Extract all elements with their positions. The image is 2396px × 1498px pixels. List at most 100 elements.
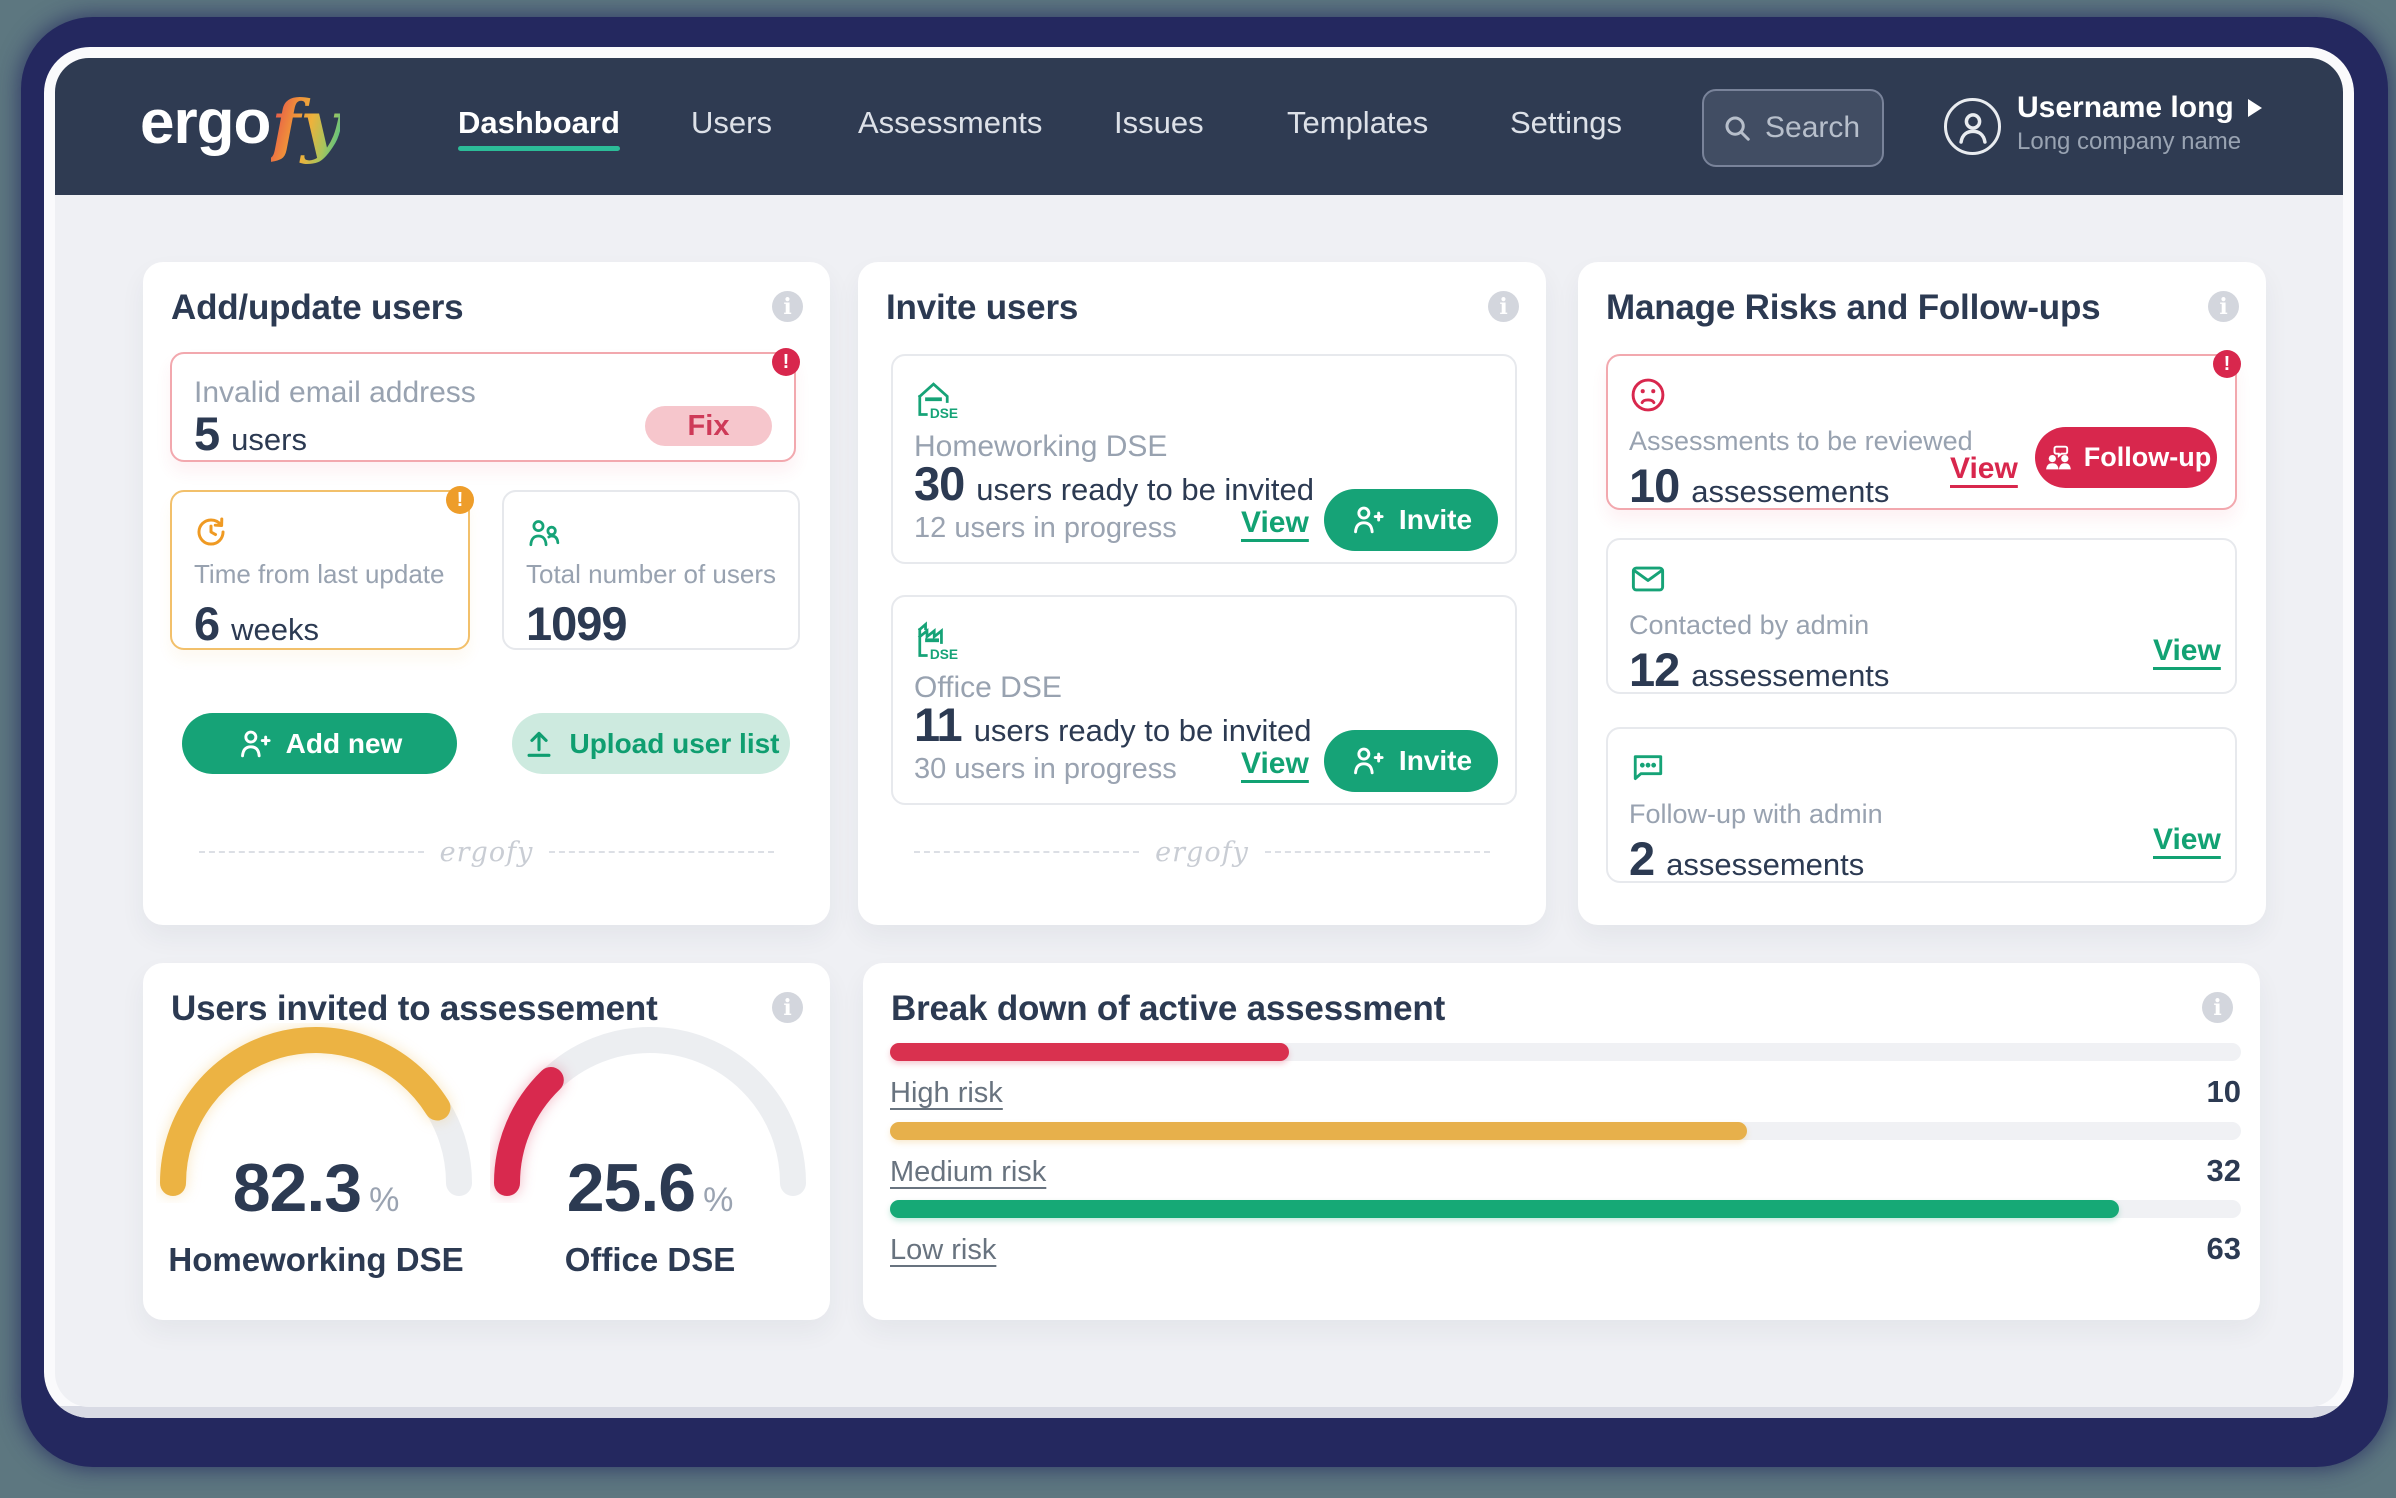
search-icon	[1725, 116, 1750, 141]
gauge-value: 82.3 %	[156, 1149, 476, 1227]
last-update-unit: weeks	[231, 612, 320, 647]
logo-text-accent: fy	[271, 78, 340, 174]
view-link[interactable]: View	[1241, 747, 1309, 780]
add-new-label: Add new	[285, 727, 403, 759]
card-add-update-users: Add/update users i ! Invalid email addre…	[143, 262, 830, 925]
upload-icon	[527, 731, 551, 757]
users-icon	[529, 520, 560, 547]
card-breakdown: Break down of active assessment i High r…	[863, 963, 2260, 1320]
bar-value: 10	[2206, 1074, 2241, 1109]
nav-tab-settings[interactable]: Settings	[1510, 105, 1623, 140]
info-icon[interactable]: i	[2208, 291, 2239, 322]
invite-homeworking-box: DSE Homeworking DSE 30 users ready to be…	[891, 354, 1517, 564]
bar-value: 63	[2206, 1231, 2241, 1266]
contacted-by-admin-box: Contacted by admin 12 assessements View	[1606, 538, 2237, 696]
card-title: Invite users	[886, 288, 1079, 327]
risk-item-unit: assessements	[1691, 474, 1890, 509]
nav-tab-templates[interactable]: Templates	[1287, 105, 1429, 140]
invite-progress: 30 users in progress	[914, 753, 1177, 785]
view-link[interactable]: View	[2153, 823, 2221, 856]
bar-low-risk: Low risk 63	[890, 1200, 2241, 1267]
risk-item-unit: assessements	[1666, 847, 1865, 882]
nav-tab-users[interactable]: Users	[691, 105, 772, 140]
fix-button[interactable]: Fix	[645, 406, 772, 446]
info-icon[interactable]: i	[772, 992, 803, 1023]
card-title: Manage Risks and Follow-ups	[1606, 288, 2101, 327]
risk-item-count: 10	[1629, 459, 1680, 512]
view-link[interactable]: View	[1950, 452, 2018, 485]
navbar: ergo fy Dashboard Users Assessments Issue…	[55, 58, 2343, 195]
nav-tab-dashboard[interactable]: Dashboard	[458, 105, 620, 151]
user-menu[interactable]: Username long Long company name	[2017, 91, 2262, 156]
last-update-label: Time from last update	[194, 559, 445, 589]
risk-item-label: Contacted by admin	[1629, 610, 1870, 640]
gauge-number: 82.3	[232, 1150, 362, 1226]
gauge-unit: %	[703, 1181, 734, 1219]
invalid-email-label: Invalid email address	[194, 376, 476, 409]
add-new-button[interactable]: Add new	[182, 713, 457, 774]
total-users-label: Total number of users	[526, 559, 777, 589]
total-users-box: Total number of users 1099	[502, 490, 800, 650]
last-update-value: 6	[194, 597, 220, 650]
follow-up-with-admin-box: Follow-up with admin 2 assessements View	[1606, 727, 2237, 885]
person-plus-icon	[1354, 506, 1384, 534]
card-manage-risks: Manage Risks and Follow-ups i ! Assessme…	[1578, 262, 2266, 925]
warning-badge-icon: !	[446, 486, 474, 514]
last-update-box: ! Time from last update 6 weeks	[170, 486, 474, 650]
invalid-email-count: 5	[194, 407, 220, 460]
view-link[interactable]: View	[1241, 506, 1309, 539]
risk-item-label: Assessments to be reviewed	[1629, 426, 1973, 456]
caret-right-icon	[2247, 99, 2262, 117]
gauge-value: 25.6 %	[490, 1149, 810, 1227]
alert-badge-icon: !	[2213, 350, 2241, 378]
view-link[interactable]: View	[2153, 634, 2221, 667]
total-users-value: 1099	[526, 597, 628, 650]
logo-text-main: ergo	[140, 88, 271, 157]
invite-label: Invite	[1398, 504, 1473, 535]
invite-button[interactable]: Invite	[1324, 489, 1498, 551]
nav-tab-issues[interactable]: Issues	[1114, 105, 1204, 140]
upload-label: Upload user list	[569, 727, 780, 759]
app-window: ergo fy Dashboard Users Assessments Issue…	[44, 47, 2354, 1418]
upload-user-list-button[interactable]: Upload user list	[512, 713, 790, 774]
bar-fill	[890, 1200, 2120, 1218]
invite-ready-label: users ready to be invited	[976, 472, 1315, 507]
ergofy-watermark: ergofy	[439, 836, 534, 868]
chat-icon	[1633, 755, 1663, 781]
invite-ready-label: users ready to be invited	[973, 713, 1312, 748]
office-dse-icon: DSE	[917, 621, 958, 662]
card-footer: ergofy	[199, 835, 775, 869]
bar-label-link[interactable]: High risk	[890, 1077, 1003, 1109]
nav-tab-assessments[interactable]: Assessments	[858, 105, 1043, 140]
search-placeholder: Search	[1765, 111, 1861, 144]
bar-medium-risk: Medium risk 32	[890, 1122, 2241, 1189]
clock-refresh-icon	[197, 517, 225, 546]
company-name: Long company name	[2017, 128, 2242, 155]
info-icon[interactable]: i	[2202, 992, 2233, 1023]
invite-button[interactable]: Invite	[1324, 730, 1498, 792]
bar-fill	[890, 1122, 1747, 1140]
divider-line	[549, 851, 775, 853]
gauge-homeworking	[160, 1027, 472, 1196]
sad-face-icon	[1631, 378, 1665, 412]
mail-icon	[1631, 566, 1665, 592]
invite-ready-count: 30	[914, 457, 965, 510]
avatar[interactable]	[1944, 98, 2001, 155]
bar-track	[890, 1200, 2241, 1218]
alert-badge-icon: !	[772, 348, 800, 376]
ergofy-logo[interactable]: ergo fy	[140, 72, 340, 171]
follow-up-group-icon	[2045, 445, 2071, 469]
bar-track	[890, 1122, 2241, 1140]
divider-line	[199, 851, 424, 853]
info-icon[interactable]: i	[1488, 291, 1519, 322]
bar-label-link[interactable]: Medium risk	[890, 1156, 1047, 1188]
dashboard-content: Add/update users i ! Invalid email addre…	[55, 195, 2343, 1407]
risk-item-label: Follow-up with admin	[1629, 799, 1883, 829]
info-icon[interactable]: i	[772, 291, 803, 322]
divider-line	[914, 851, 1140, 853]
follow-up-button[interactable]: Follow-up	[2035, 427, 2217, 488]
user-icon	[1958, 112, 1987, 144]
assessments-to-review-box: ! Assessments to be reviewed 10 assessem…	[1606, 350, 2241, 512]
search-input[interactable]: Search	[1702, 89, 1884, 167]
bar-label-link[interactable]: Low risk	[890, 1234, 997, 1266]
